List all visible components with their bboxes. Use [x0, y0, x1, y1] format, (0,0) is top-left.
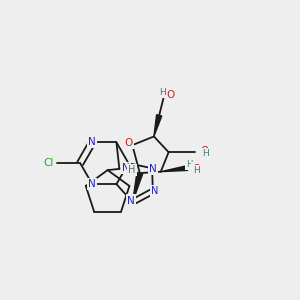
Text: O: O	[193, 164, 201, 174]
Text: N: N	[127, 196, 135, 206]
Text: Cl: Cl	[44, 158, 54, 168]
Text: H: H	[128, 165, 136, 175]
Polygon shape	[161, 166, 188, 172]
Polygon shape	[133, 172, 143, 202]
Text: H: H	[187, 160, 193, 169]
Text: O: O	[167, 90, 175, 100]
Text: N: N	[88, 137, 96, 147]
Text: H: H	[194, 167, 200, 176]
Text: H: H	[159, 88, 166, 97]
Text: H: H	[202, 149, 208, 158]
Text: N: N	[152, 186, 159, 196]
Text: N: N	[88, 179, 96, 189]
Text: O: O	[200, 146, 209, 156]
Text: N: N	[149, 164, 157, 174]
Text: O: O	[125, 138, 133, 148]
Polygon shape	[154, 115, 162, 136]
Text: N: N	[122, 163, 130, 173]
